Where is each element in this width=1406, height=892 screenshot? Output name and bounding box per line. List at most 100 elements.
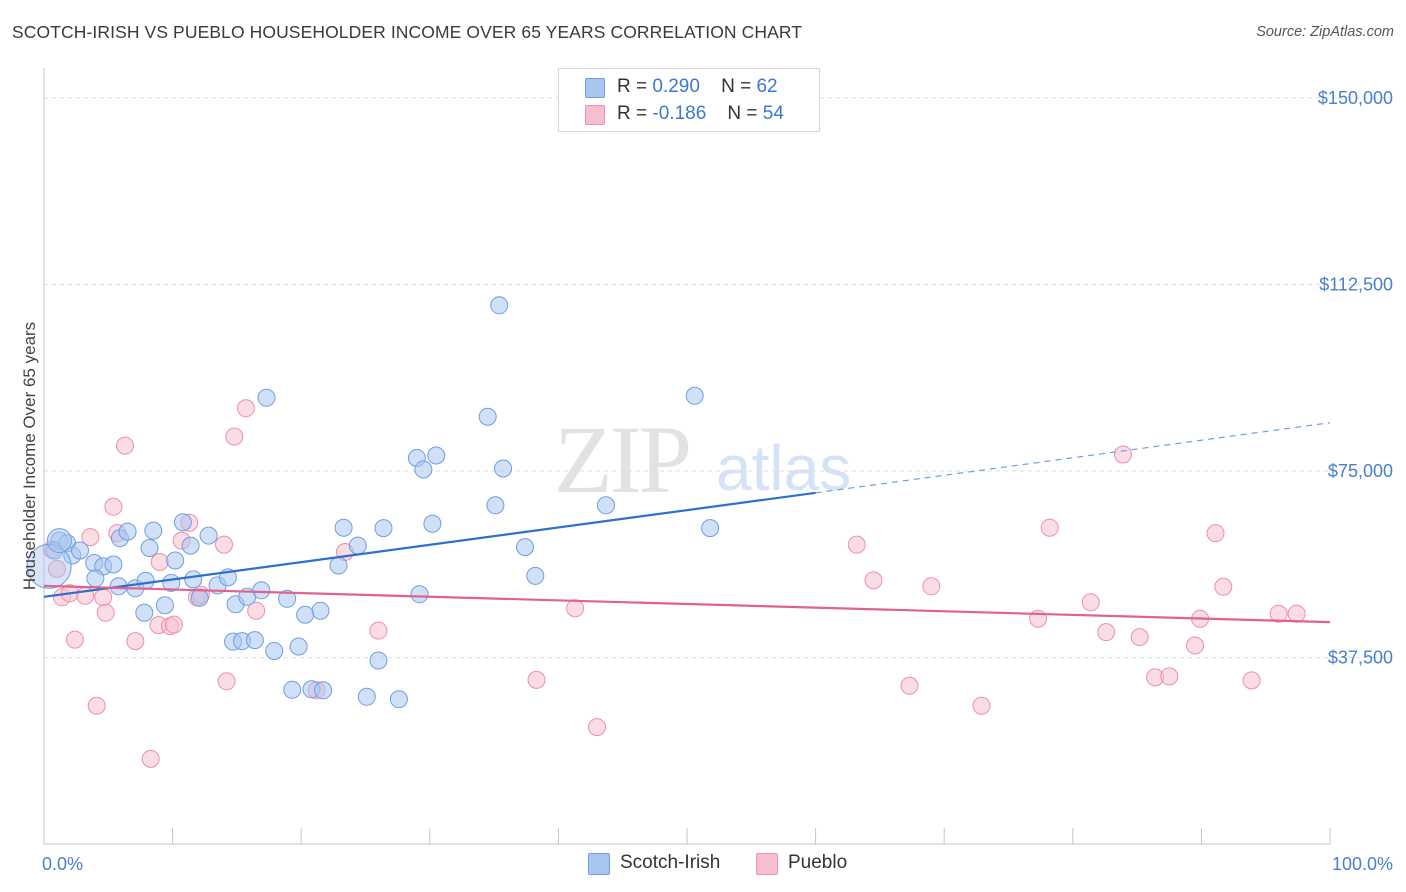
point-scotch-irish-16 <box>181 536 200 555</box>
point-scotch-irish-53 <box>478 407 497 426</box>
point-pueblo-36 <box>922 577 941 596</box>
point-pueblo-50 <box>1242 671 1261 690</box>
point-pueblo-13 <box>141 749 160 768</box>
point-scotch-irish-47 <box>389 690 408 709</box>
point-scotch-irish-55 <box>494 459 513 478</box>
point-pueblo-41 <box>1097 623 1116 642</box>
point-scotch-irish-36 <box>374 519 393 538</box>
point-pueblo-3 <box>65 630 84 649</box>
point-pueblo-37 <box>972 696 991 715</box>
point-scotch-irish-44 <box>314 681 333 700</box>
point-scotch-irish-57 <box>526 566 545 585</box>
bottom-legend-label-pueblo: Pueblo <box>788 852 848 873</box>
point-pueblo-12 <box>126 632 145 651</box>
legend-n-value: 62 <box>756 76 778 97</box>
point-scotch-irish-35 <box>348 536 367 555</box>
bottom-legend-swatch-pueblo <box>756 853 778 875</box>
point-pueblo-24 <box>225 427 244 446</box>
point-scotch-irish-large <box>46 528 72 554</box>
point-scotch-irish-60 <box>685 386 704 405</box>
point-scotch-irish-30 <box>278 589 297 608</box>
trend-lines <box>43 422 1331 624</box>
point-pueblo-7 <box>94 588 113 607</box>
point-pueblo-25 <box>236 399 255 418</box>
point-pueblo-33 <box>847 535 866 554</box>
point-pueblo-52 <box>1287 604 1306 623</box>
point-scotch-irish-51 <box>427 446 446 465</box>
y-tick-label: $112,500 <box>1319 274 1393 294</box>
point-scotch-irish-58 <box>597 496 615 515</box>
point-scotch-irish-54 <box>486 496 505 515</box>
point-scotch-irish-46 <box>369 651 388 670</box>
point-pueblo-17 <box>164 615 183 634</box>
point-pueblo-34 <box>864 571 883 590</box>
point-pueblo-43 <box>1130 628 1149 647</box>
point-scotch-irish-50 <box>423 514 442 533</box>
series-scotch-irish-points <box>26 296 720 709</box>
source-label: Source: ZipAtlas.com <box>1256 24 1394 40</box>
point-scotch-irish-59 <box>701 519 720 538</box>
point-scotch-irish-31 <box>311 601 330 620</box>
point-pueblo-5 <box>81 528 100 547</box>
point-pueblo-48 <box>1206 524 1225 543</box>
point-pueblo-45 <box>1160 667 1179 686</box>
point-pueblo-46 <box>1186 636 1204 655</box>
point-pueblo-31 <box>566 599 585 618</box>
y-tick-labels: $37,500 $75,000 $112,500 $150,000 <box>1318 88 1393 668</box>
point-scotch-irish-15 <box>199 526 218 545</box>
point-pueblo-53 <box>47 559 66 578</box>
point-pueblo-39 <box>1040 518 1059 537</box>
point-scotch-irish-13 <box>166 551 185 570</box>
legend-swatch-pueblo <box>585 105 605 125</box>
point-pueblo-15 <box>150 553 169 571</box>
point-scotch-irish-45 <box>357 687 376 706</box>
chart-title: SCOTCH-IRISH VS PUEBLO HOUSEHOLDER INCOM… <box>12 22 803 42</box>
point-scotch-irish-4 <box>71 541 89 560</box>
watermark: ZIP atlas <box>554 406 851 513</box>
y-tick-label: $150,000 <box>1318 88 1393 108</box>
point-scotch-irish-12 <box>140 539 159 557</box>
point-pueblo-30 <box>527 670 546 689</box>
point-scotch-irish-33 <box>329 556 348 575</box>
legend-r-value: 0.290 <box>652 76 700 97</box>
point-scotch-irish-61 <box>257 388 276 407</box>
watermark-atlas: atlas <box>716 432 851 504</box>
point-scotch-irish-7 <box>104 555 123 574</box>
point-pueblo-22 <box>215 535 233 554</box>
point-scotch-irish-41 <box>283 680 302 699</box>
gridlines <box>44 97 1396 658</box>
point-scotch-irish-52 <box>410 585 429 604</box>
point-pueblo-42 <box>1114 445 1132 464</box>
point-scotch-irish-14 <box>173 513 192 532</box>
legend-r-value: -0.186 <box>652 103 707 124</box>
y-axis-label: Householder Income Over 65 years <box>20 322 39 590</box>
point-pueblo-35 <box>900 676 919 695</box>
point-scotch-irish-62 <box>490 296 509 315</box>
y-tick-label: $75,000 <box>1328 461 1393 481</box>
point-scotch-irish-21 <box>155 596 174 615</box>
point-scotch-irish-19 <box>136 571 155 590</box>
legend-r-label: R = <box>617 76 648 97</box>
x-tick-label-min: 0.0% <box>42 854 83 874</box>
point-scotch-irish-56 <box>516 538 534 557</box>
watermark-zip: ZIP <box>554 406 689 513</box>
point-pueblo-49 <box>1214 577 1233 596</box>
point-scotch-irish-39 <box>245 631 264 650</box>
point-pueblo-32 <box>588 718 606 737</box>
point-scotch-irish-49 <box>414 460 433 479</box>
legend-n-value: 54 <box>762 103 784 124</box>
point-scotch-irish-10 <box>118 522 137 541</box>
correlation-legend: R = 0.290 N = 62 R = -0.186 N = 54 <box>558 68 820 132</box>
y-tick-label: $37,500 <box>1328 647 1393 667</box>
x-tick-label-max: 100.0% <box>1332 854 1393 874</box>
point-scotch-irish-32 <box>296 605 315 624</box>
point-pueblo-9 <box>104 497 123 516</box>
point-scotch-irish-34 <box>334 518 353 537</box>
point-scotch-irish-40 <box>265 642 284 660</box>
legend-r-label: R = <box>617 103 648 124</box>
trend-line-pueblo <box>43 584 1331 624</box>
point-scotch-irish-24 <box>190 588 209 607</box>
point-pueblo-8 <box>96 603 115 622</box>
point-scotch-irish-29 <box>252 581 271 600</box>
